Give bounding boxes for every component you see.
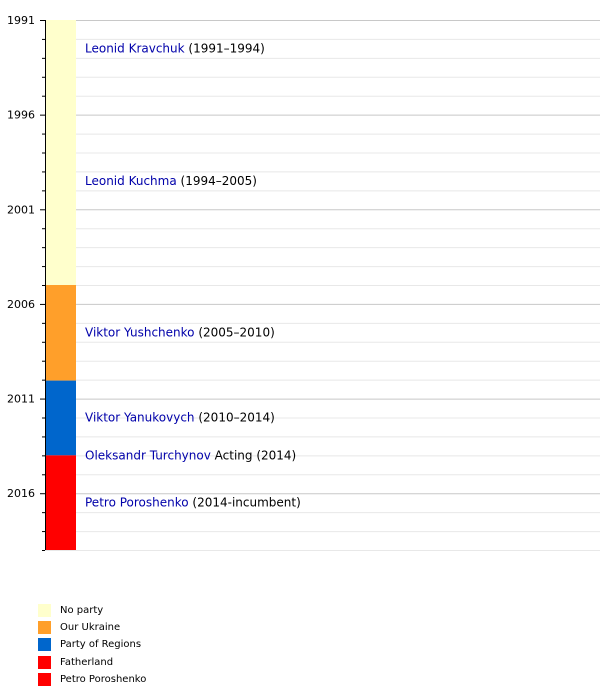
legend-swatch [38, 672, 51, 686]
president-label: Viktor Yanukovych (2010–2014) [85, 411, 275, 425]
president-label: Oleksandr Turchynov Acting (2014) [85, 448, 296, 462]
legend-label: Fatherland [60, 656, 114, 668]
president-name-link[interactable]: Viktor Yushchenko [85, 325, 195, 339]
timeline-chart: 1991 1996 2001 2006 2011 2016 Leonid Kravchuk… [7, 14, 600, 551]
segment-bar-no-party [46, 20, 76, 285]
president-term: (2005–2010) [195, 325, 275, 339]
president-name-link[interactable]: Viktor Yanukovych [85, 411, 195, 425]
legend-swatch [38, 621, 51, 635]
y-axis: 1991 1996 2001 2006 2011 2016 [7, 14, 46, 551]
legend-item: Fatherland [38, 654, 146, 671]
president-term: Acting (2014) [211, 448, 296, 462]
legend-swatch [38, 655, 51, 669]
legend-label: Party of Regions [60, 639, 142, 651]
president-labels: Leonid Kravchuk (1991–1994) Leonid Kuchma… [85, 41, 301, 509]
segment-bar-party-of-regions [46, 380, 76, 456]
president-term: (1991–1994) [185, 41, 265, 55]
legend-swatch [38, 604, 51, 618]
president-label: Viktor Yushchenko (2005–2010) [85, 325, 275, 339]
segment-bar-our-ukraine [46, 285, 76, 381]
party-bars [46, 20, 76, 550]
legend-item: Petro Poroshenko [38, 671, 146, 688]
president-term: (2014-incumbent) [189, 496, 301, 510]
segment-bar-fatherland [46, 455, 76, 550]
legend: No party Our Ukraine Party of Regions Fathe… [38, 602, 146, 688]
president-label: Petro Poroshenko (2014-incumbent) [85, 496, 301, 510]
president-name-link[interactable]: Oleksandr Turchynov [85, 448, 211, 462]
president-name-link[interactable]: Petro Poroshenko [85, 496, 189, 510]
tick-label: 2011 [7, 393, 35, 406]
legend-item: No party [38, 602, 146, 619]
president-name-link[interactable]: Leonid Kuchma [85, 174, 177, 188]
tick-label: 2001 [7, 203, 35, 216]
grid-lines [45, 20, 600, 551]
president-label: Leonid Kuchma (1994–2005) [85, 174, 257, 188]
legend-label: No party [60, 605, 104, 617]
legend-label: Our Ukraine [60, 622, 121, 634]
legend-item: Our Ukraine [38, 619, 146, 636]
president-term: (1994–2005) [177, 174, 257, 188]
tick-label: 1991 [7, 14, 35, 27]
president-label: Leonid Kravchuk (1991–1994) [85, 41, 265, 55]
president-term: (2010–2014) [195, 411, 275, 425]
president-name-link[interactable]: Leonid Kravchuk [85, 41, 185, 55]
legend-item: Party of Regions [38, 636, 146, 653]
tick-label: 2006 [7, 298, 35, 311]
legend-label: Petro Poroshenko [60, 673, 147, 685]
tick-label: 1996 [7, 109, 35, 122]
tick-label: 2016 [7, 487, 35, 500]
legend-swatch [38, 638, 51, 652]
